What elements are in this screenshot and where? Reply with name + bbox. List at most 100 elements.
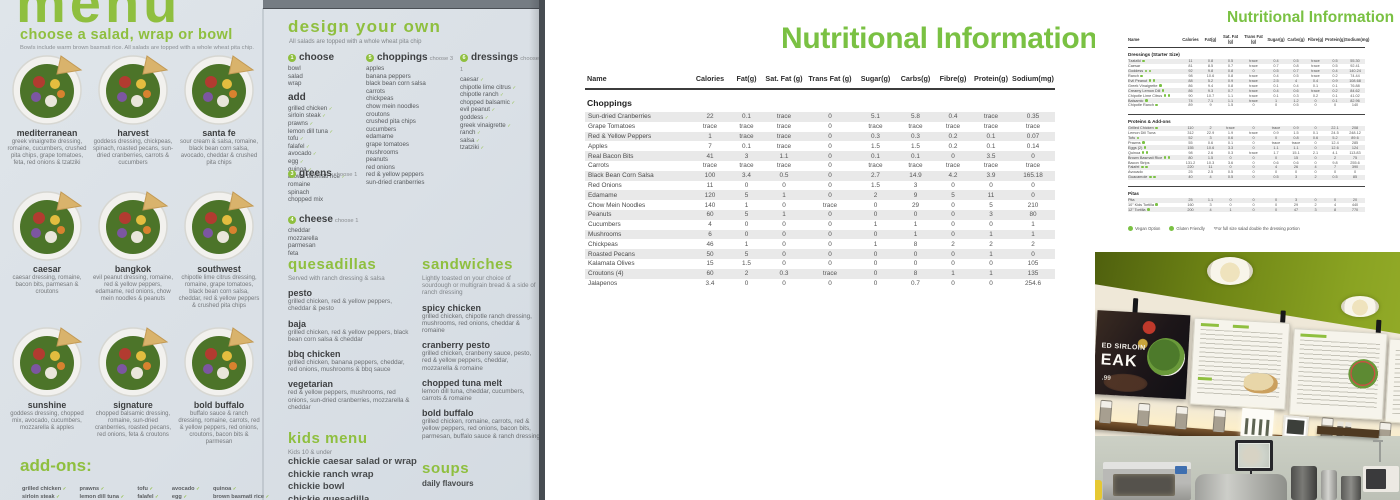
- addons-column: avocado ✓ egg ✓: [172, 485, 200, 500]
- table-section-header: Dressings (Starter Size): [1128, 52, 1180, 57]
- row-value: 75: [1352, 155, 1358, 160]
- bottle: [1251, 418, 1256, 435]
- row-value: 3.6: [1227, 160, 1234, 165]
- addon-item: falafel ✓: [137, 494, 159, 500]
- steak-board-text-line1: ED SIRLOIN: [1101, 342, 1146, 352]
- row-value: 0: [828, 250, 832, 258]
- diet-mark-icon: ✓: [299, 136, 304, 142]
- row-name: Black Bean Corn Salsa: [588, 172, 654, 180]
- dish-description: grilled chicken, cranberry sauce, pesto,…: [422, 350, 532, 372]
- diet-badge-icon: [1142, 141, 1145, 145]
- table-section-header: Pitas: [1128, 185, 1365, 196]
- row-value: 4: [1209, 175, 1212, 180]
- quesadillas-subheading: Served with ranch dressing & salsa: [288, 275, 385, 282]
- row-value: 10.7: [1206, 93, 1215, 98]
- steak-promo-board: ED SIRLOIN EAK .99: [1095, 310, 1191, 400]
- row-value: 80: [1029, 211, 1037, 219]
- row-name: Pita: [1128, 198, 1135, 203]
- row-value: 86: [1188, 88, 1193, 93]
- salad-name: bold buffalo: [193, 400, 245, 410]
- row-value: 40: [1188, 175, 1193, 180]
- table-row: Tofu 52 3 0.6 0 0 0.8 0.6 5.2 89.6: [1128, 135, 1365, 141]
- row-name: Falafel: [1128, 165, 1180, 169]
- row-value: trace: [1249, 88, 1258, 93]
- option-item: chow mein noodles: [366, 102, 419, 110]
- column-header: Protein(g): [974, 74, 1008, 83]
- row-value: 208: [1351, 126, 1359, 131]
- option-item: falafel ✓: [288, 142, 310, 150]
- row-value: trace: [776, 113, 792, 121]
- table-row: Edamame 120 5 1 0 2 9 5 11 0: [585, 190, 1055, 201]
- row-value: 0: [828, 279, 832, 287]
- row-value: 0.1: [986, 142, 996, 150]
- row-value: 210: [1027, 201, 1039, 209]
- row-name: Red Onions: [588, 181, 622, 189]
- option-item: sun-dried cranberries: [366, 178, 425, 186]
- salad-item: bold buffalo buffalo sauce & ranch dressi…: [176, 326, 262, 462]
- row-value: 10.6: [1206, 74, 1215, 79]
- addon-item: grilled chicken ✓: [22, 486, 67, 492]
- row-value: 5: [989, 201, 993, 209]
- row-name: Real Bacon Bits: [588, 152, 634, 160]
- row-value: trace: [1249, 64, 1258, 69]
- row-value: 5: [744, 191, 749, 199]
- row-value: trace: [983, 113, 999, 121]
- row-value: 8: [913, 240, 918, 248]
- option-item: banana peppers: [366, 72, 411, 80]
- row-value: 9.8: [1207, 69, 1214, 74]
- row-value: 0: [989, 279, 993, 287]
- row-value: 0: [1031, 191, 1035, 199]
- nutrition-main-table: Name Calories Fat(g) Sat. Fat (g) Trans Fat …: [585, 74, 1055, 288]
- row-value: 0: [782, 260, 786, 268]
- option-item: feta: [288, 249, 299, 257]
- row-value: 9.8: [1332, 160, 1338, 165]
- row-value: 0: [951, 201, 955, 209]
- salad-name: bangkok: [114, 264, 152, 274]
- salad-item: southwest chipotle lime citrus dressing, …: [176, 190, 262, 326]
- row-value: 41: [706, 152, 714, 160]
- row-value: trace: [1249, 150, 1258, 155]
- salad-bowl-photo: [183, 326, 255, 398]
- row-value: 0: [1229, 198, 1232, 203]
- row-value: 89: [1188, 103, 1193, 108]
- salad-description: goddess dressing, chickpeas, spinach, ro…: [92, 139, 174, 166]
- addon-item: brown basmati rice ✓: [212, 494, 270, 500]
- option-item: greek vinaigrette ✓: [460, 121, 512, 129]
- digital-menu-board: [1189, 317, 1291, 410]
- option-item: spinach: [288, 188, 310, 196]
- row-value: 0.8: [1293, 136, 1299, 141]
- diet-mark-icon: ✓: [480, 77, 484, 82]
- row-value: trace: [1249, 79, 1258, 83]
- row-value: 0: [782, 201, 786, 209]
- row-value: trace: [945, 162, 961, 170]
- menu-board-green-heading: [1300, 333, 1327, 338]
- diet-mark-icon: ✓: [155, 494, 159, 500]
- tablet-screen: [1239, 444, 1269, 467]
- row-value: 155: [1187, 145, 1194, 150]
- salad-description: evil peanut dressing, romaine, red & yel…: [92, 275, 174, 302]
- diet-mark-icon: ✓: [308, 166, 312, 172]
- page-edge-fade: [529, 0, 539, 500]
- sandwiches-heading: sandwiches: [422, 256, 514, 273]
- row-value: 0.1: [1332, 98, 1338, 103]
- steak-board-price: .99: [1101, 374, 1111, 382]
- row-value: trace: [868, 123, 883, 131]
- table-row: Pita 25 1.1 0 0 0 3 0 0 20: [1128, 197, 1365, 203]
- faucet-arm: [1373, 440, 1383, 442]
- option-item: egg ✓: [288, 157, 304, 165]
- stock-pot: [1341, 476, 1361, 500]
- row-value: trace: [1311, 74, 1320, 79]
- step-cheese: 4 cheese choose 1 cheddar mozzarella parmesan…: [288, 214, 378, 257]
- page-edge-shadow: [539, 0, 545, 500]
- table-row: Jalapenos 3.4 0 0 0 0 0.7 0 0 254.6: [585, 279, 1055, 289]
- row-value: 3.5: [986, 152, 996, 160]
- diet-mark-icon: ✓: [507, 122, 512, 128]
- diet-mark-icon: ✓: [232, 486, 237, 491]
- row-value: 0: [1294, 170, 1298, 175]
- sandwiches-subheading: Lightly toasted on your choice of sourdo…: [422, 275, 536, 297]
- row-value: 0: [1252, 145, 1255, 150]
- option-item: salsa ✓: [460, 136, 480, 144]
- row-value: 3: [1209, 136, 1212, 141]
- page-top-edge-shadow: [263, 0, 545, 9]
- diet-mark-icon: ✓: [62, 486, 67, 491]
